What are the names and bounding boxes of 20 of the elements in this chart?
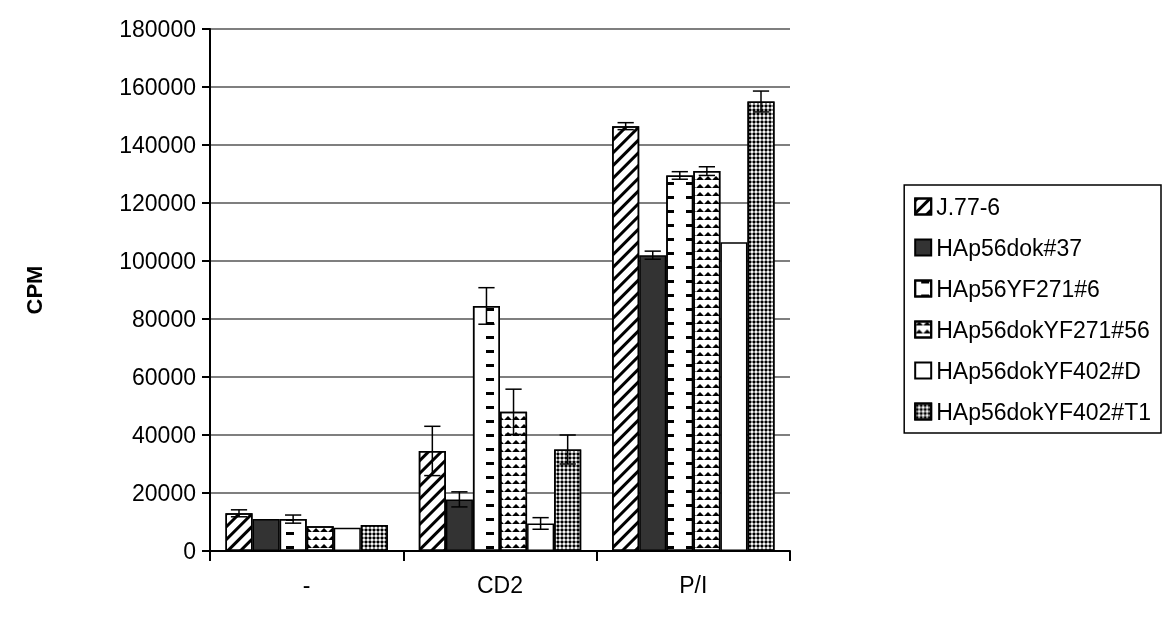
legend-label: HAp56dokYF402#D	[936, 357, 1141, 384]
y-tick-label: 100000	[119, 248, 196, 274]
legend-label: HAp56dokYF271#56	[936, 316, 1150, 343]
legend-label: HAp56dok#37	[936, 234, 1082, 261]
legend-label: J.77-6	[936, 193, 1001, 220]
x-tick-label: CD2	[476, 571, 524, 598]
y-tick-label: 140000	[119, 132, 196, 158]
y-tick-label: 60000	[132, 364, 196, 390]
y-axis-title: CPM	[21, 265, 47, 315]
x-tick-label: P/I	[679, 571, 708, 598]
y-tick-label: 20000	[132, 480, 196, 506]
x-tick-label: -	[302, 571, 311, 598]
y-tick-label: 180000	[119, 16, 196, 42]
y-tick-label: 120000	[119, 190, 196, 216]
y-tick-label: 0	[183, 538, 196, 564]
legend-label: HAp56dokYF402#T1	[936, 398, 1152, 425]
y-tick-label: 40000	[132, 422, 196, 448]
y-tick-label: 80000	[132, 306, 196, 332]
y-tick-label: 160000	[119, 74, 196, 100]
legend-label: HAp56YF271#6	[936, 275, 1100, 302]
